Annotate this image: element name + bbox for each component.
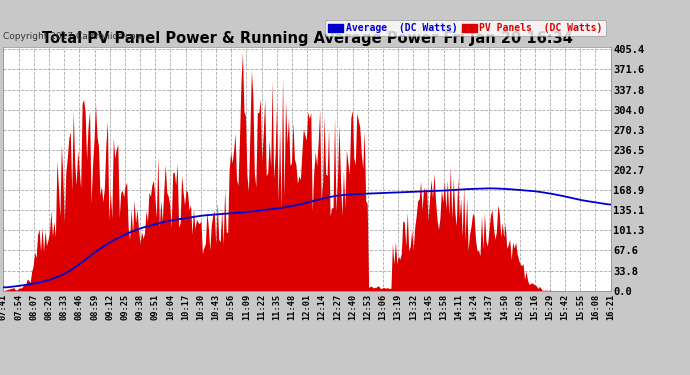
Title: Total PV Panel Power & Running Average Power Fri Jan 20 16:34: Total PV Panel Power & Running Average P…: [41, 31, 573, 46]
Legend: Average  (DC Watts), PV Panels  (DC Watts): Average (DC Watts), PV Panels (DC Watts): [325, 20, 606, 36]
Text: Copyright 2017 Cartronics.com: Copyright 2017 Cartronics.com: [3, 32, 145, 41]
